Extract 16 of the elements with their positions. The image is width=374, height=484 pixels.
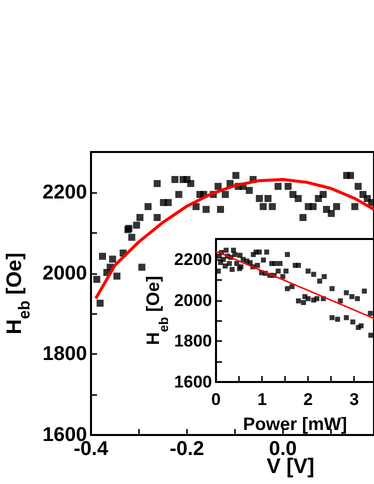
y-tick-label: 2000 bbox=[42, 262, 87, 284]
y-tick-label: 1600 bbox=[174, 372, 212, 392]
y-tick-label: 2200 bbox=[42, 181, 87, 204]
y-tick-label: 1800 bbox=[42, 343, 87, 366]
x-tick-label: 2 bbox=[303, 390, 313, 409]
x-tick-label: 1 bbox=[257, 390, 267, 409]
y-tick-label: 1800 bbox=[174, 332, 212, 351]
y-axis-title: Heb [Oe] bbox=[3, 252, 34, 334]
y-tick-label: 2000 bbox=[174, 290, 212, 310]
x-tick-label: 0 bbox=[211, 390, 221, 409]
x-tick-label: -0.2 bbox=[170, 438, 204, 460]
y-tick-label: 2200 bbox=[174, 250, 212, 269]
x-tick-label: 3 bbox=[349, 390, 359, 409]
x-axis-title: V [V] bbox=[266, 455, 314, 478]
x-axis-title: Power [mW] bbox=[242, 414, 348, 434]
y-axis-title: Heb [Oe] bbox=[143, 276, 171, 346]
